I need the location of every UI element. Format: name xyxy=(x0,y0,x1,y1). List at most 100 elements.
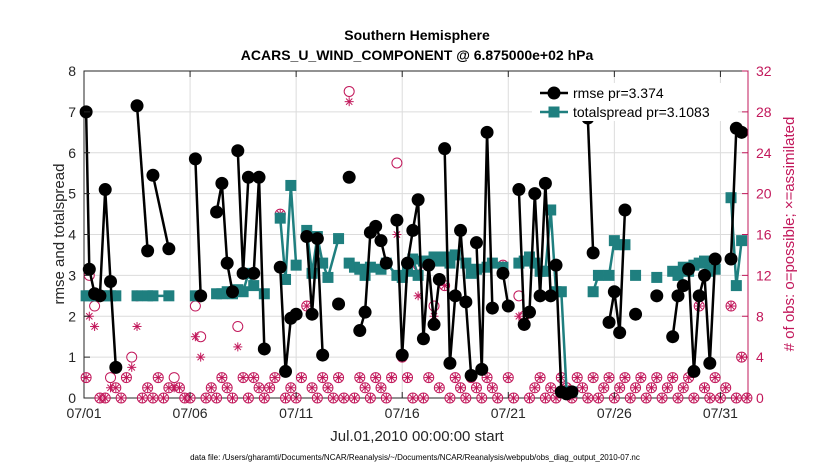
rmse-point xyxy=(82,262,96,276)
obs-assimilated-point xyxy=(535,373,545,383)
obs-possible-point xyxy=(115,392,127,404)
obs-possible-point xyxy=(624,392,636,404)
obs-assimilated-point xyxy=(312,393,322,403)
obs-assimilated-point xyxy=(365,393,375,403)
spread-point xyxy=(322,271,334,283)
obs-assimilated-point xyxy=(233,342,243,352)
obs-assimilated-point xyxy=(578,383,588,393)
obs-possible-point xyxy=(635,372,647,384)
spread-point xyxy=(280,273,292,285)
obs-possible-point xyxy=(269,372,281,384)
rmse-point xyxy=(565,385,579,399)
y-tick-label-right: 20 xyxy=(756,186,772,202)
obs-assimilated-point xyxy=(509,393,519,403)
obs-assimilated-point xyxy=(456,383,466,393)
obs-assimilated-point xyxy=(302,301,312,311)
rmse-point xyxy=(522,305,536,319)
x-tick-label: 07/11 xyxy=(279,405,313,421)
rmse-point xyxy=(432,272,446,286)
obs-assimilated-point xyxy=(604,373,614,383)
rmse-line xyxy=(252,176,266,349)
obs-assimilated-point xyxy=(148,393,158,403)
obs-possible-point xyxy=(725,300,737,312)
obs-possible-point xyxy=(614,382,626,394)
obs-assimilated-point xyxy=(90,321,100,331)
spread-line xyxy=(278,184,298,281)
y-tick-label: 5 xyxy=(68,186,76,202)
obs-assimilated-point xyxy=(111,383,121,393)
obs-possible-point xyxy=(364,392,376,404)
obs-assimilated-point xyxy=(636,373,646,383)
obs-assimilated-point xyxy=(731,393,741,403)
rmse-point xyxy=(427,317,441,331)
rmse-point xyxy=(586,246,600,260)
obs-possible-point xyxy=(311,392,323,404)
spread-point xyxy=(523,251,535,263)
obs-assimilated-point xyxy=(710,373,720,383)
y-tick-label: 6 xyxy=(68,145,76,161)
rmse-point xyxy=(332,297,346,311)
obs-possible-point xyxy=(603,372,615,384)
obs-possible-point xyxy=(417,392,429,404)
obs-assimilated-point xyxy=(339,393,349,403)
obs-assimilated-point xyxy=(524,393,534,403)
obs-assimilated-point xyxy=(360,383,370,393)
obs-assimilated-point xyxy=(588,373,598,383)
rmse-point xyxy=(422,258,436,272)
obs-possible-point xyxy=(730,392,742,404)
obs-assimilated-point xyxy=(503,373,513,383)
obs-possible-point xyxy=(242,392,254,404)
rmse-point xyxy=(671,289,685,303)
obs-assimilated-point xyxy=(344,97,354,107)
obs-possible-point xyxy=(136,392,148,404)
obs-possible-point xyxy=(386,372,398,384)
spread-point xyxy=(736,235,748,247)
rmse-point xyxy=(93,289,107,303)
obs-assimilated-point xyxy=(700,383,710,393)
spread-point xyxy=(486,257,498,269)
obs-layer xyxy=(80,85,753,404)
obs-possible-point xyxy=(592,392,604,404)
obs-possible-point xyxy=(672,392,684,404)
rmse-point xyxy=(369,219,383,233)
obs-possible-point xyxy=(523,392,535,404)
spread-point xyxy=(359,269,371,281)
spread-point xyxy=(407,253,419,265)
obs-assimilated-point xyxy=(620,373,630,383)
rmse-point xyxy=(613,326,627,340)
obs-possible-point xyxy=(343,85,355,97)
obs-possible-point xyxy=(205,382,217,394)
obs-assimilated-point xyxy=(296,373,306,383)
obs-assimilated-point xyxy=(328,393,338,403)
rmse-point xyxy=(257,342,271,356)
obs-possible-point xyxy=(460,392,472,404)
legend-box xyxy=(532,83,738,121)
obs-possible-point xyxy=(200,392,212,404)
obs-assimilated-point xyxy=(137,393,147,403)
obs-assimilated-point xyxy=(286,383,296,393)
x-tick-label: 07/06 xyxy=(173,405,208,421)
obs-assimilated-point xyxy=(583,393,593,403)
y-tick-label-right: 8 xyxy=(756,308,764,324)
rmse-line xyxy=(194,158,202,296)
rmse-point xyxy=(146,168,160,182)
rmse-line xyxy=(443,148,473,376)
chart-title-line-1: Southern Hemisphere xyxy=(344,27,490,43)
y-tick-label: 4 xyxy=(68,227,76,243)
obs-assimilated-point xyxy=(81,373,91,383)
rmse-point xyxy=(501,299,515,313)
y-tick-label: 8 xyxy=(68,63,76,79)
obs-assimilated-point xyxy=(599,383,609,393)
rmse-point xyxy=(602,315,616,329)
obs-possible-point xyxy=(391,157,403,169)
rmse-point xyxy=(443,356,457,370)
obs-assimilated-point xyxy=(652,373,662,383)
rmse-point xyxy=(241,170,255,184)
obs-possible-point xyxy=(253,382,265,394)
rmse-point xyxy=(448,289,462,303)
obs-assimilated-point xyxy=(121,373,131,383)
obs-possible-point xyxy=(640,392,652,404)
rmse-point xyxy=(401,256,415,270)
obs-possible-point xyxy=(80,372,92,384)
y-tick-label: 0 xyxy=(68,390,76,406)
